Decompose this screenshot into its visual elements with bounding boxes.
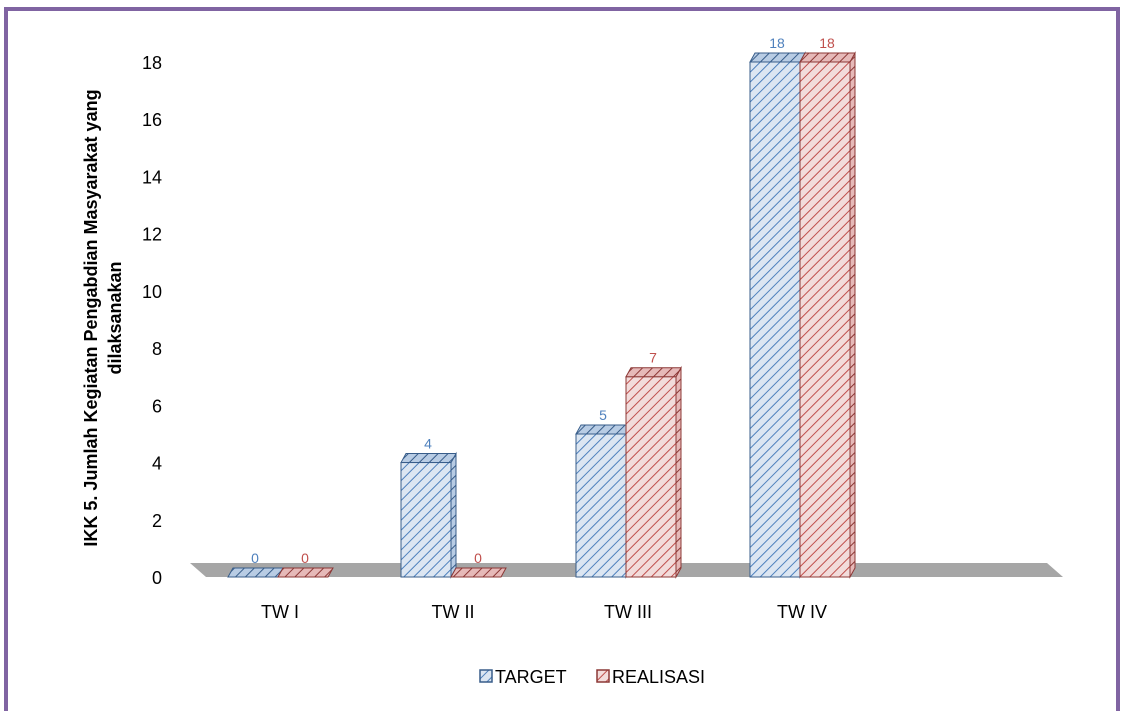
bar-realisasi-1 <box>277 567 334 578</box>
y-tick-label: 12 <box>142 225 162 245</box>
data-labels-group: 0 0 4 0 5 7 18 18 <box>251 35 835 566</box>
bar-realisasi-2 <box>450 567 507 578</box>
bar-target-1 <box>227 567 284 578</box>
legend-swatch <box>479 669 493 683</box>
y-axis-label-line-2: dilaksanakan <box>105 261 125 374</box>
y-axis-label-line-1: IKK 5. Jumlah Kegiatan Pengabdian Masyar… <box>81 89 101 546</box>
data-label-target: 4 <box>424 436 432 452</box>
y-tick-label: 0 <box>152 568 162 588</box>
data-label-target: 0 <box>251 550 259 566</box>
y-tick-label: 10 <box>142 282 162 302</box>
x-tick-label: TW II <box>432 602 475 622</box>
bar-realisasi-3 <box>625 365 682 579</box>
x-axis: TW I TW II TW III TW IV <box>261 602 827 622</box>
y-tick-label: 8 <box>152 339 162 359</box>
bar-target-2 <box>400 451 457 579</box>
bars-group <box>227 51 856 579</box>
bar-realisasi-4 <box>799 51 856 579</box>
y-tick-label: 2 <box>152 511 162 531</box>
y-tick-label: 16 <box>142 110 162 130</box>
y-tick-label: 14 <box>142 167 162 187</box>
data-label-target: 5 <box>599 407 607 423</box>
x-tick-label: TW III <box>604 602 652 622</box>
legend-label: TARGET <box>495 667 567 687</box>
legend-label: REALISASI <box>612 667 705 687</box>
x-tick-label: TW I <box>261 602 299 622</box>
y-tick-label: 4 <box>152 454 162 474</box>
bar-target-4 <box>749 51 806 579</box>
chart-frame <box>4 7 1120 711</box>
legend-swatch <box>596 669 610 683</box>
y-axis: 0 2 4 6 8 10 12 14 16 18 <box>142 53 162 588</box>
y-tick-label: 18 <box>142 53 162 73</box>
data-label-realisasi: 0 <box>301 550 309 566</box>
data-label-realisasi: 7 <box>649 350 657 366</box>
legend-item-target: TARGET <box>479 667 567 687</box>
data-label-realisasi: 18 <box>819 35 835 51</box>
x-tick-label: TW IV <box>777 602 827 622</box>
data-label-realisasi: 0 <box>474 550 482 566</box>
legend-item-realisasi: REALISASI <box>596 667 705 687</box>
legend: TARGET REALISASI <box>479 667 705 687</box>
data-label-target: 18 <box>769 35 785 51</box>
bar-target-3 <box>575 423 632 579</box>
y-tick-label: 6 <box>152 396 162 416</box>
